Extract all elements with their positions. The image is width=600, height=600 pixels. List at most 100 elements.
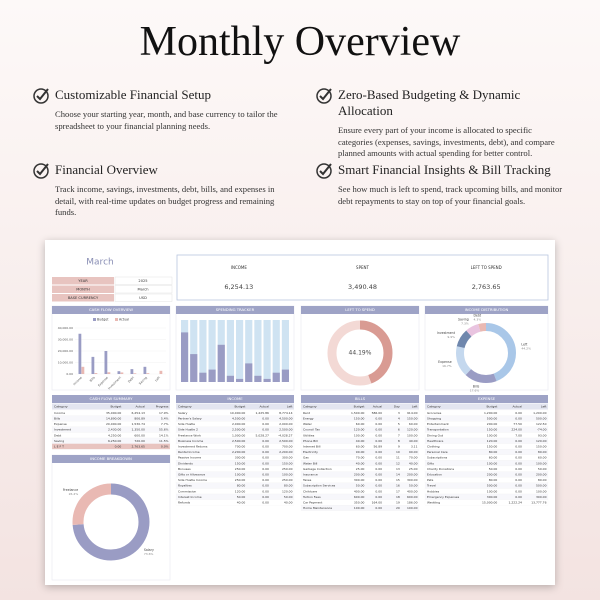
check-icon [316, 88, 332, 104]
column-header: Category [178, 405, 192, 409]
table-cell: 0.00 [375, 478, 382, 482]
bar [94, 373, 98, 374]
table-cell: 1,000.00 [232, 433, 245, 437]
table-cell: Healthcare [427, 439, 444, 443]
table-cell: 100.00 [487, 433, 498, 437]
table-cell: Transportation [426, 428, 449, 432]
table-cell: 1,530.74 [132, 422, 145, 426]
table-cell: Saving [54, 439, 64, 443]
legend-swatch [115, 318, 118, 321]
bar [107, 372, 111, 374]
bar [159, 370, 163, 374]
column-header: Progress [156, 405, 169, 409]
table-cell: Tuition Fees [302, 495, 321, 499]
table-cell: 0.0% [161, 445, 169, 449]
table-cell: Groceries [427, 411, 442, 415]
table-cell: Side Hustle 2 [178, 428, 198, 432]
donut-segment [456, 323, 516, 383]
table-cell: 15 [396, 478, 400, 482]
table-cell: 2,500.00 [232, 428, 245, 432]
bar [91, 356, 95, 374]
table-cell: 0.00 [515, 478, 522, 482]
table-cell: 2,430.00 [108, 428, 121, 432]
bar [245, 363, 253, 382]
table-cell: 80.00 [237, 484, 246, 488]
table-cell: 2,500.00 [279, 428, 292, 432]
segment-label: Salary [144, 548, 154, 552]
bar-track [226, 320, 234, 382]
table-cell: 300.00 [235, 456, 246, 460]
table-cell: 200.00 [407, 473, 418, 477]
panel-title: LEFT TO SPEND [345, 307, 375, 312]
panel-title: INCOME BREAKDOWN [90, 456, 132, 461]
table-cell: 7 [398, 433, 400, 437]
bar [217, 344, 225, 382]
segment-label: Debt [473, 313, 481, 317]
feature: Financial Overview Track income, savings,… [33, 162, 285, 219]
table-cell: 164.00 [372, 501, 383, 505]
table-cell: Clothing [427, 445, 440, 449]
bar [133, 373, 137, 374]
table-cell: Side Hustle Income [178, 478, 207, 482]
table-cell: 0.00 [375, 433, 382, 437]
legend-swatch [93, 318, 96, 321]
table-cell: Refunds [178, 501, 191, 505]
table-cell: 3.11 [411, 445, 418, 449]
table-cell: 6,250.00 [108, 439, 121, 443]
table-cell: 0.00 [515, 456, 522, 460]
table-cell: Rental Income [178, 450, 200, 454]
table-cell: Gifts or Allowance [178, 473, 205, 477]
table-cell: 120.00 [235, 489, 246, 493]
table-cell: 100.00 [282, 473, 293, 477]
summary-label: SPENT [356, 265, 369, 270]
donut-segment [72, 483, 150, 561]
column-header: Category [303, 405, 317, 409]
bar [143, 366, 147, 374]
title: Monthly Overview [139, 19, 461, 65]
table-cell: 70.00 [356, 456, 365, 460]
feature-text: Choose your starting year, month, and ba… [55, 109, 278, 131]
center-label: 44.19% [349, 350, 372, 357]
table-cell: 100.00 [407, 506, 418, 510]
bar [181, 332, 189, 382]
check-icon [316, 163, 332, 179]
table-cell: Royalties [178, 484, 192, 488]
bar [120, 372, 124, 374]
table-cell: 600.00 [354, 495, 365, 499]
column-header: Budget [487, 405, 499, 409]
table-cell: 0.00 [375, 428, 382, 432]
table-cell: 0.00 [515, 445, 522, 449]
table-cell: L E F T [54, 445, 64, 449]
table-cell: 40.00 [409, 461, 418, 465]
table-cell: 250.00 [282, 478, 293, 482]
table-row [424, 499, 549, 506]
table-row [424, 477, 549, 483]
table-title: INCOME [227, 396, 243, 401]
table-cell: 500.00 [487, 484, 498, 488]
table-cell: Freelance Work [178, 433, 201, 437]
column-header-row [425, 403, 548, 410]
donut-segment [456, 323, 516, 383]
bar-track [208, 320, 216, 382]
table-cell: 500.00 [487, 417, 498, 421]
x-tick-label: Bills [89, 375, 96, 382]
table-cell: 914.00 [407, 411, 418, 415]
summary-label: LEFT TO SPEND [471, 265, 502, 270]
table-cell: 40.00 [356, 439, 365, 443]
table-cell: 4,500.00 [232, 417, 245, 421]
panel [51, 305, 171, 391]
table-cell: 60.00 [489, 456, 498, 460]
feature: Customizable Financial Setup Choose your … [33, 87, 285, 132]
bar [78, 333, 82, 374]
table-cell: Shopping [427, 417, 441, 421]
table-cell: 0.00 [262, 445, 269, 449]
table-cell: 0.00 [515, 450, 522, 454]
column-header: Day [394, 405, 400, 409]
table-cell: 400.00 [354, 489, 365, 493]
table-cell: 60.00 [356, 445, 365, 449]
table-cell: 300.00 [282, 456, 293, 460]
table-cell: Interest Income [178, 495, 202, 499]
table-cell: 40.00 [356, 461, 365, 465]
table-cell: 93.00 [538, 433, 547, 437]
table-cell: 35,000.00 [106, 411, 121, 415]
